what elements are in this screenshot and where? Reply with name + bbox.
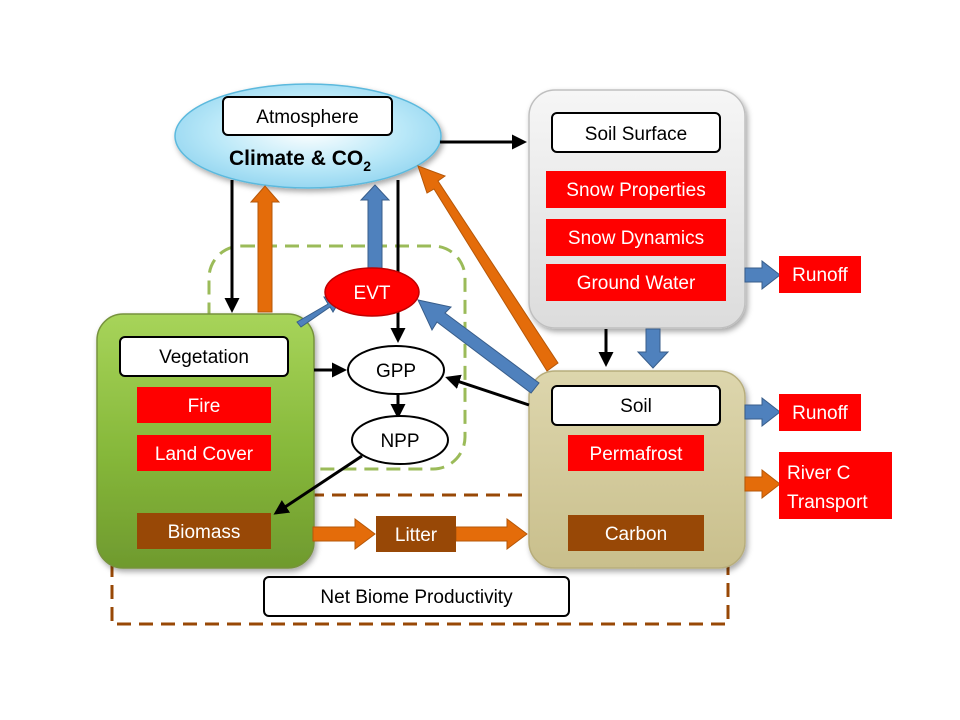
evt-label: EVT (354, 283, 391, 304)
atmosphere-title: Atmosphere (256, 107, 358, 128)
ground-water-label: Ground Water (577, 273, 696, 294)
gpp-node (347, 345, 445, 395)
ground-water-box (546, 264, 726, 301)
soil-to-atmosphere-arrow (417, 165, 559, 372)
surface-to-soil-arrow (636, 328, 670, 369)
npp-to-biomass-arrow (273, 454, 363, 515)
soil-runoff-arrow (744, 396, 781, 428)
gpp-label: GPP (376, 361, 416, 382)
river-transport-box (779, 452, 892, 519)
land-cover-box (137, 435, 271, 471)
soil-to-gpp-arrow (445, 374, 530, 407)
vegetation-title-box (119, 336, 289, 377)
npp-node (351, 415, 449, 465)
nbp-label-box (263, 576, 570, 617)
nbp-boundary (110, 493, 730, 626)
snow-properties-box (546, 171, 726, 208)
biomass-to-litter-arrow (312, 518, 376, 550)
soil-surface-title-box (551, 112, 721, 153)
carbon-box (568, 515, 704, 551)
snow-properties-label: Snow Properties (566, 180, 705, 201)
soil-surface-title: Soil Surface (585, 124, 687, 145)
permafrost-label: Permafrost (590, 444, 684, 465)
climate-co2-label: Climate & CO2 (229, 147, 371, 174)
litter-label: Litter (395, 525, 438, 546)
river-line2-label: Transport (787, 492, 868, 513)
fire-label: Fire (188, 396, 221, 417)
carbon-label: Carbon (605, 524, 667, 545)
nbp-label: Net Biome Productivity (320, 587, 513, 608)
ground-water-runoff-arrow (744, 259, 781, 291)
river-transport-arrow (744, 468, 781, 500)
runoff-soil-label: Runoff (792, 403, 848, 424)
snow-dynamics-box (546, 219, 726, 256)
runoff-surface-box (779, 256, 861, 293)
litter-box (376, 516, 456, 552)
fire-box (137, 387, 271, 423)
soil-title-box (551, 385, 721, 426)
land-cover-label: Land Cover (155, 444, 254, 465)
permafrost-box (568, 435, 704, 471)
soil-to-evt-arrow (417, 299, 540, 394)
snow-dynamics-label: Snow Dynamics (568, 228, 704, 249)
runoff-soil-box (779, 394, 861, 431)
atmosphere-title-box (222, 96, 393, 136)
evt-node (324, 267, 420, 317)
veg-to-atmosphere-arrow (249, 185, 281, 313)
climate-text: Climate & CO (229, 147, 363, 170)
vegetation-title: Vegetation (159, 347, 249, 368)
river-line1-label: River C (787, 463, 850, 484)
litter-to-carbon-arrow (455, 518, 528, 550)
evt-to-atmosphere-arrow (359, 184, 391, 269)
biomass-box (137, 513, 271, 549)
soil-title: Soil (620, 396, 652, 417)
npp-label: NPP (380, 431, 419, 452)
biomass-label: Biomass (168, 522, 241, 543)
climate-subscript: 2 (363, 158, 371, 174)
runoff-surface-label: Runoff (792, 265, 848, 286)
